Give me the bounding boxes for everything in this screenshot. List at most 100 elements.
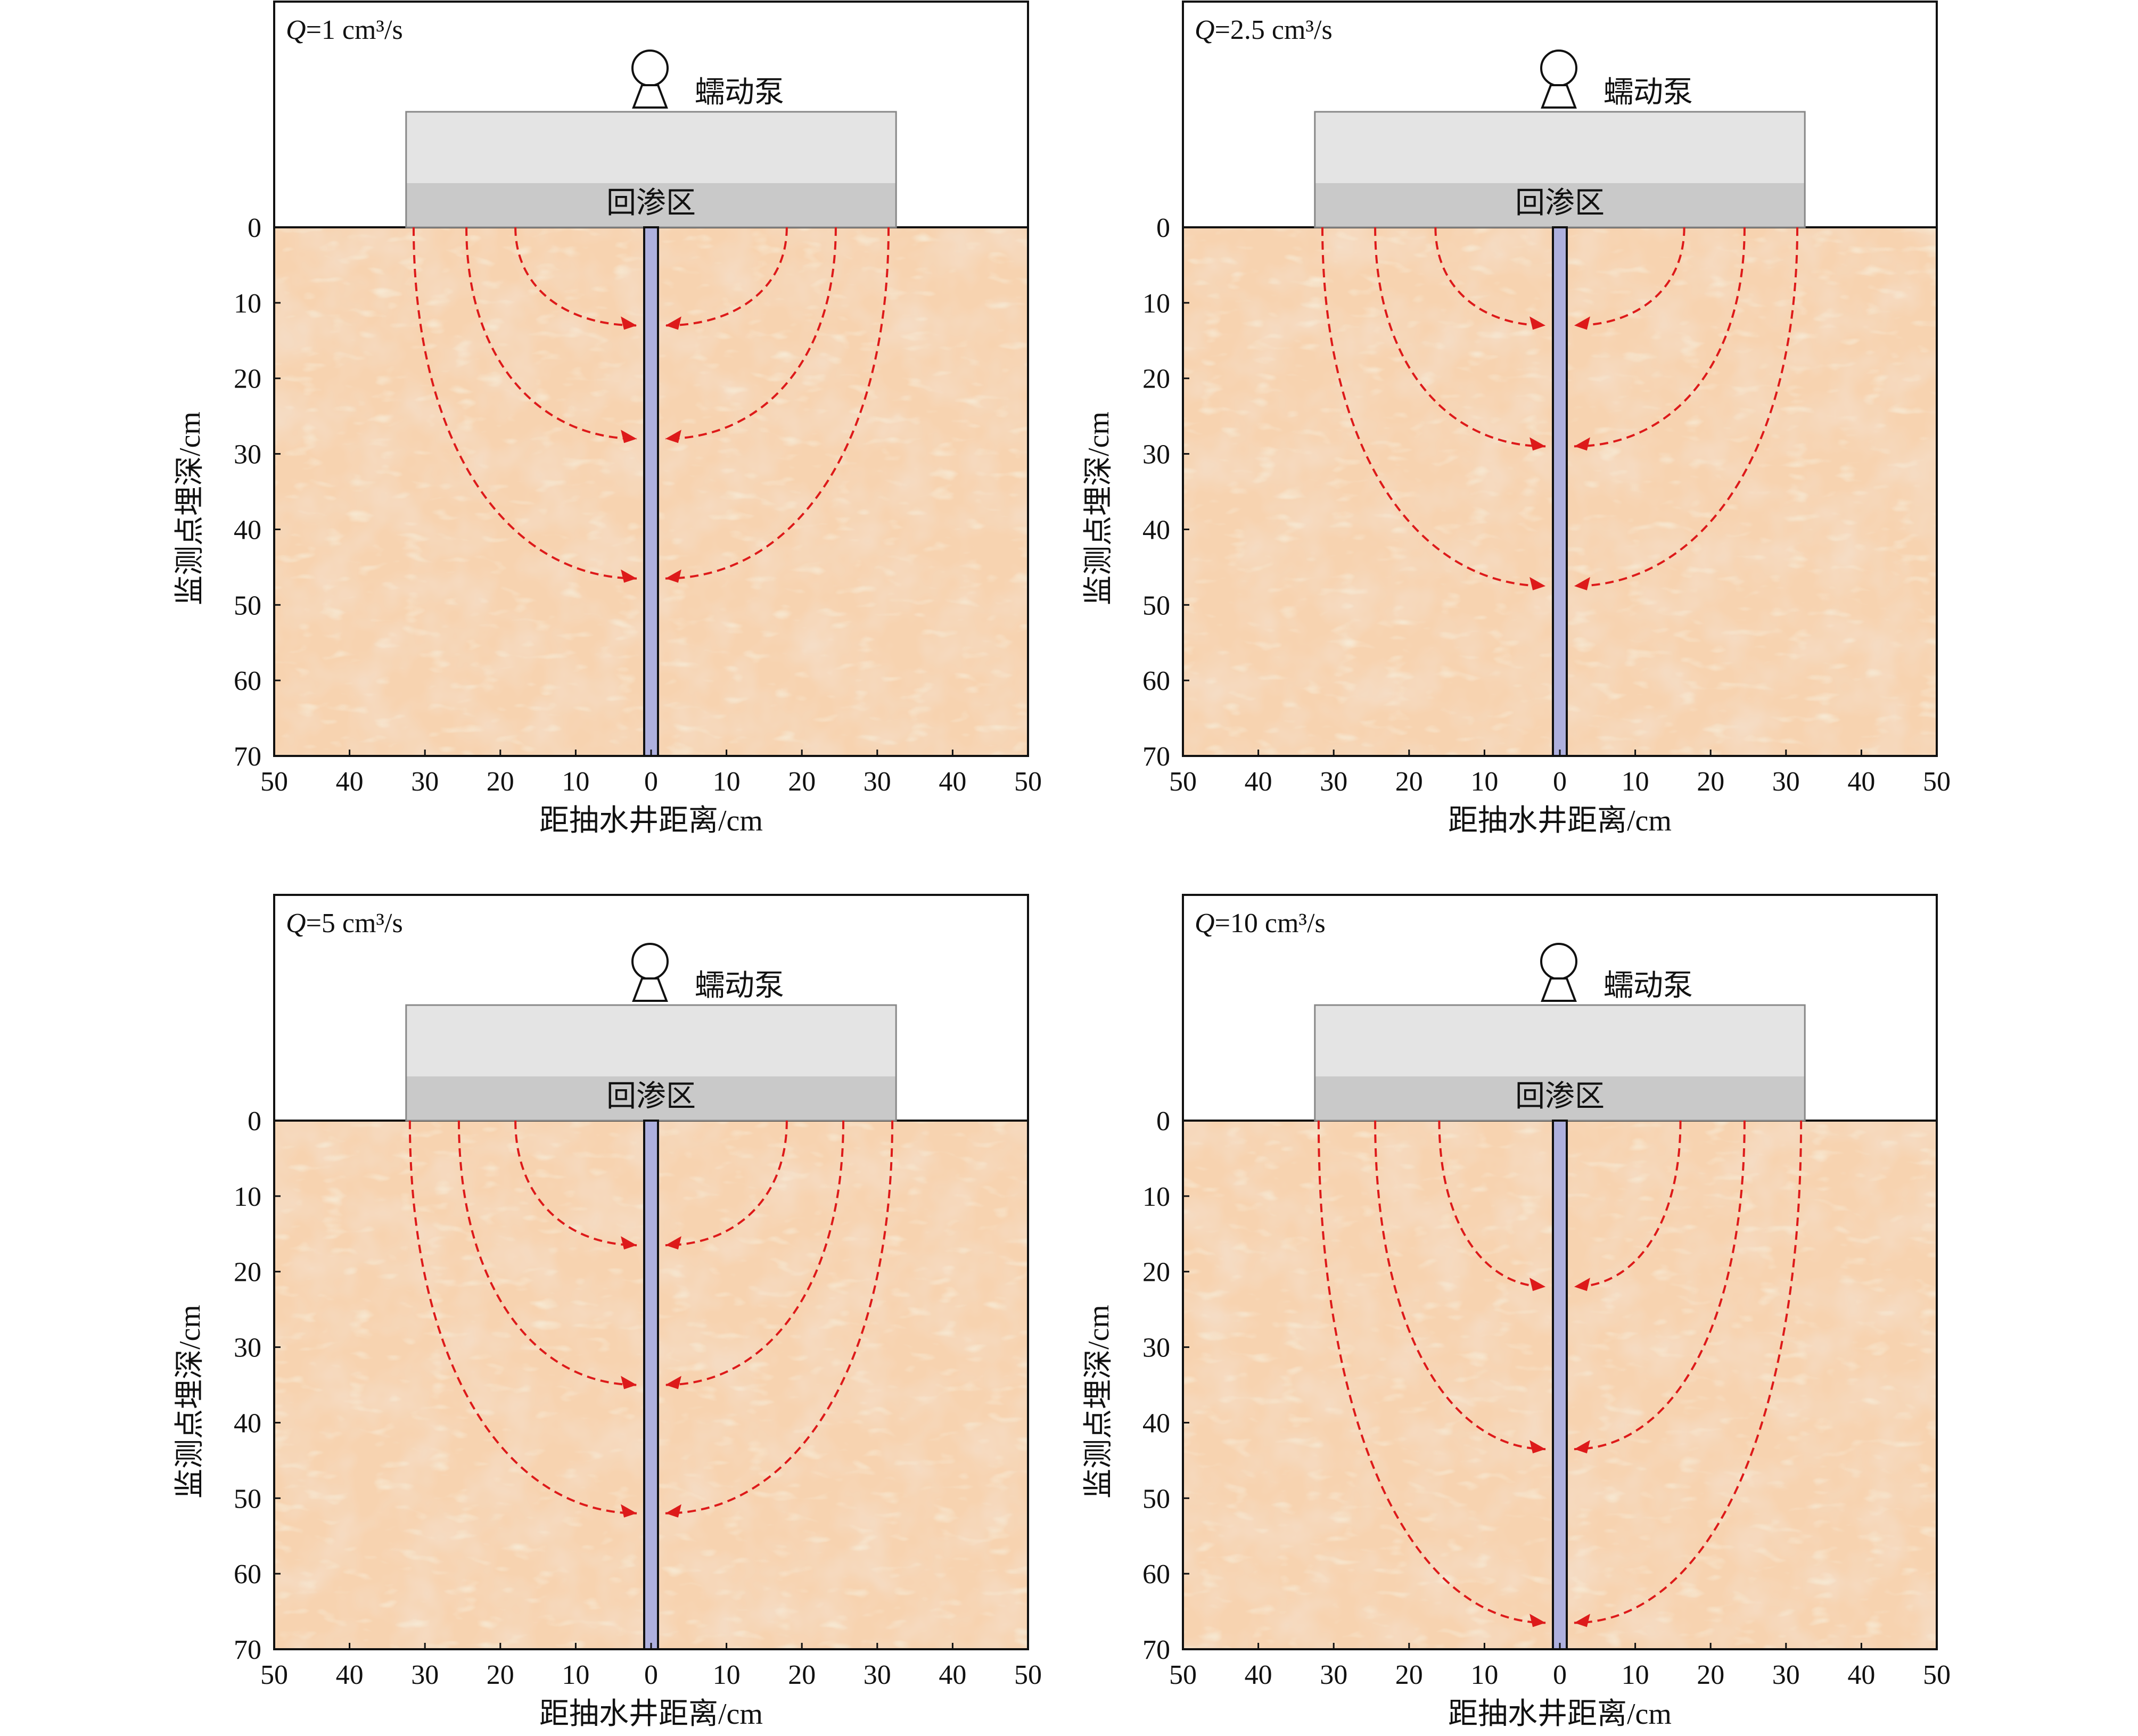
red-arrowhead-icon (1530, 316, 1546, 330)
flow-line-left-2 (1374, 1120, 1546, 1451)
x-tick-label: 20 (1395, 767, 1423, 797)
red-arrowhead-icon (621, 316, 637, 330)
flow-line-right-1 (1574, 227, 1685, 327)
pumping-well (643, 226, 659, 757)
flow-line-right-2 (665, 227, 837, 440)
pump-label: 蠕动泵 (695, 76, 784, 109)
y-tick-label: 40 (234, 1408, 261, 1438)
flow-line-right-3 (665, 1120, 894, 1515)
pumping-well (1552, 226, 1568, 757)
x-tick-label: 10 (713, 767, 741, 797)
red-arrowhead-icon (1574, 577, 1590, 590)
y-tick-label: 0 (1156, 213, 1170, 243)
x-tick-label: 10 (713, 1660, 741, 1690)
flow-line-left-2 (465, 227, 637, 440)
x-tick-label: 50 (260, 1660, 288, 1690)
recharge-box-upper (1314, 1005, 1805, 1076)
red-arrowhead-icon (1574, 1614, 1590, 1627)
pump-base (1541, 84, 1577, 109)
red-arrowhead-icon (665, 430, 681, 443)
pump-head (1540, 943, 1577, 980)
pump-label: 蠕动泵 (1604, 969, 1693, 1002)
x-tick-label: 20 (1395, 1660, 1423, 1690)
pump-base (632, 84, 668, 109)
x-tick-label: 0 (644, 1660, 658, 1690)
y-tick-label: 20 (234, 1257, 261, 1288)
flow-rate-symbol: Q (1195, 15, 1215, 45)
flow-rate-value: =5 cm³/s (306, 908, 403, 939)
y-tick-label: 60 (234, 666, 261, 696)
recharge-box-upper (406, 1005, 897, 1076)
red-arrowhead-icon (621, 569, 637, 583)
red-arrowhead-icon (1530, 1440, 1546, 1454)
x-tick-label: 50 (1014, 1660, 1042, 1690)
y-tick-label: 40 (1142, 1408, 1170, 1438)
x-tick-label: 30 (1320, 767, 1347, 797)
x-tick-label: 30 (411, 767, 439, 797)
y-tick-label: 70 (1142, 742, 1170, 772)
x-tick-label: 50 (260, 767, 288, 797)
y-tick-label: 60 (234, 1559, 261, 1590)
recharge-box-upper (406, 112, 897, 183)
pump-base (632, 977, 668, 1002)
x-tick-label: 0 (644, 767, 658, 797)
flow-line-left-2 (457, 1120, 637, 1386)
y-tick-label: 20 (1142, 1257, 1170, 1288)
flow-rate-label: Q=10 cm³/s (1195, 908, 1326, 939)
y-tick-label: 50 (1142, 1484, 1170, 1514)
red-arrowhead-icon (1574, 316, 1590, 330)
recharge-zone-label: 回渗区 (606, 187, 696, 220)
red-arrowhead-icon (1574, 1440, 1590, 1454)
flow-rate-label: Q=5 cm³/s (286, 908, 403, 939)
y-tick-label: 70 (234, 742, 261, 772)
flow-rate-label: Q=1 cm³/s (286, 15, 403, 45)
red-arrowhead-icon (1530, 1278, 1546, 1291)
flow-line-right-3 (665, 227, 890, 580)
x-tick-label: 20 (487, 1660, 514, 1690)
flow-line-right-2 (1574, 1120, 1746, 1451)
x-tick-label: 30 (864, 767, 891, 797)
flow-line-left-3 (412, 227, 637, 580)
flow-line-left-1 (514, 1120, 637, 1247)
red-arrowhead-icon (665, 1504, 681, 1518)
x-tick-label: 40 (939, 767, 966, 797)
pump-base (1541, 977, 1577, 1002)
x-tick-label: 0 (1553, 767, 1567, 797)
x-tick-label: 30 (1320, 1660, 1347, 1690)
x-tick-label: 0 (1553, 1660, 1567, 1690)
x-tick-label: 30 (411, 1660, 439, 1690)
x-tick-label: 50 (1923, 767, 1951, 797)
red-arrowhead-icon (665, 569, 681, 583)
x-axis-title: 距抽水井距离/cm (539, 1698, 763, 1731)
recharge-zone-label: 回渗区 (1515, 187, 1605, 220)
pump-label: 蠕动泵 (695, 969, 784, 1002)
x-tick-label: 50 (1169, 1660, 1197, 1690)
y-tick-label: 10 (234, 1182, 261, 1212)
red-arrowhead-icon (665, 316, 681, 330)
red-arrowhead-icon (621, 1376, 637, 1389)
red-arrowhead-icon (621, 430, 637, 443)
red-arrowhead-icon (1530, 1614, 1546, 1627)
flow-rate-value: =1 cm³/s (306, 15, 403, 45)
flow-line-right-1 (665, 1120, 788, 1247)
red-arrowhead-icon (621, 1236, 637, 1250)
x-tick-label: 30 (864, 1660, 891, 1690)
x-tick-label: 50 (1169, 767, 1197, 797)
x-axis-title: 距抽水井距离/cm (1448, 804, 1672, 837)
x-tick-label: 10 (562, 767, 589, 797)
pumping-well (1552, 1120, 1568, 1650)
red-arrowhead-icon (621, 1504, 637, 1518)
y-tick-label: 50 (234, 1484, 261, 1514)
y-tick-label: 0 (248, 213, 261, 243)
y-tick-label: 60 (1142, 666, 1170, 696)
red-arrowhead-icon (1574, 1278, 1590, 1291)
flow-rate-value: =10 cm³/s (1215, 908, 1326, 939)
y-tick-label: 10 (1142, 289, 1170, 319)
y-axis-title: 监测点埋深/cm (1082, 412, 1115, 605)
x-axis-title: 距抽水井距离/cm (1448, 1698, 1672, 1731)
y-tick-label: 10 (234, 289, 261, 319)
